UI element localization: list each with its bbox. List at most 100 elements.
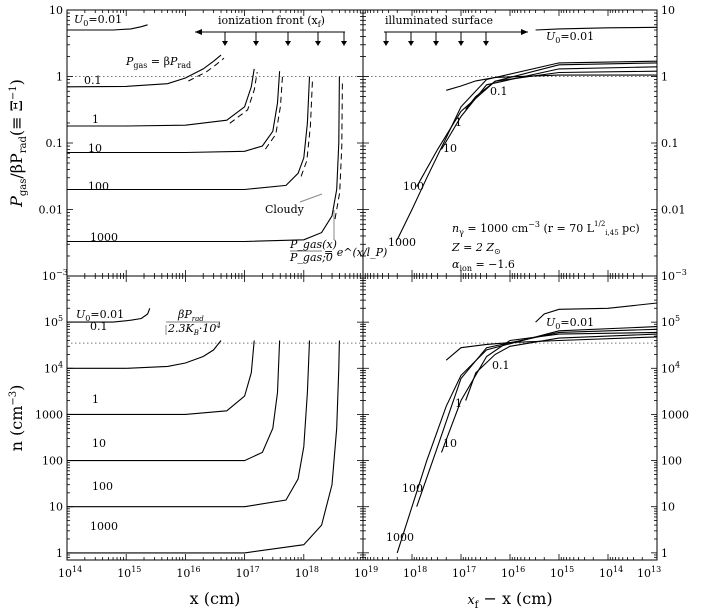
- series-line-bottom-left-1: [67, 340, 222, 369]
- x-axis-title-right: xf − x (cm): [467, 589, 552, 611]
- y-tick-label-right: 1000: [661, 408, 689, 421]
- series-line-top-right-0: [535, 26, 658, 31]
- pressure-balance-label: Pgas = βPrad: [125, 55, 191, 70]
- series-label-bottom-left-l10: 10: [92, 437, 106, 450]
- y-tick-label: 104: [44, 360, 63, 375]
- u0-label-top-right: U0=0.01: [546, 30, 594, 45]
- exp-label-den: P_gas;0: [289, 251, 333, 264]
- data-curves: [66, 24, 658, 554]
- series-line-bottom-right-1: [445, 336, 658, 361]
- series-label-bottom-left-l01: 0.1: [90, 320, 108, 333]
- illuminated-surface-arrowhead: [521, 29, 528, 35]
- series-line-bottom-left-3: [67, 340, 281, 462]
- series-label-bottom-left-l1000: 1000: [90, 520, 118, 533]
- illuminated-surface-arrowtip: [433, 41, 439, 46]
- ionization-front-arrowtip: [222, 41, 228, 46]
- series-label-top-left-l1: 1: [92, 113, 99, 126]
- x-tick-label: 1017: [236, 565, 260, 580]
- series-label-top-left-l100: 100: [88, 180, 109, 193]
- y-tick-label: 0.1: [46, 137, 64, 150]
- cloudy-pointer: [299, 193, 323, 203]
- x-tick-label: 1018: [295, 565, 319, 580]
- y-tick-label-right: 104: [661, 360, 680, 375]
- series-label-bottom-left-l100: 100: [92, 480, 113, 493]
- series-line-top-left-4: [67, 76, 311, 191]
- dashed-model-line-3: [300, 79, 313, 177]
- ionization-front-arrowtip: [341, 41, 347, 46]
- y-axis-title-bottom: n (cm−3): [7, 385, 26, 452]
- y-tick-label: 0.01: [39, 204, 64, 217]
- series-label-top-right-l1000: 1000: [388, 236, 416, 249]
- x-tick-label: 1016: [176, 565, 200, 580]
- threshold-fraction-den: 2.3KB·104: [167, 322, 221, 337]
- y-tick-label-right: 0.1: [661, 137, 679, 150]
- series-label-bottom-right-l1: 1: [455, 397, 462, 410]
- series-line-top-right-5: [396, 60, 658, 241]
- x-tick-label: 1014: [599, 565, 623, 580]
- dashed-model-line-1: [229, 71, 258, 124]
- axis-ticks: [66, 9, 658, 561]
- x-tick-label: 1013: [637, 565, 661, 580]
- y-tick-label: 100: [42, 455, 63, 468]
- u0-label-top-left: U0=0.01: [74, 13, 122, 28]
- y-tick-label: 105: [44, 314, 63, 329]
- y-tick-label-right: 10: [661, 4, 675, 17]
- series-label-top-right-l01: 0.1: [490, 85, 508, 98]
- param-metallicity: Z = 2 Z⊙: [451, 241, 501, 256]
- x-tick-label: 1016: [501, 565, 525, 580]
- series-line-top-left-1: [66, 54, 222, 88]
- series-line-top-left-0: [67, 24, 148, 31]
- series-line-bottom-right-3: [440, 331, 658, 453]
- ionization-front-arrowtip: [253, 41, 259, 46]
- y-tick-label: 10: [49, 4, 63, 17]
- dashed-model-line-4: [334, 79, 343, 220]
- reference-lines: [67, 76, 657, 344]
- y-tick-label: 10: [49, 501, 63, 514]
- axis-titles: x (cm) xf − x (cm) Pgas/βPrad(≡ Ξ−1) n (cm−…: [7, 79, 553, 611]
- series-line-top-left-5: [67, 76, 340, 243]
- param-ngamma: nγ = 1000 cm−3 (r = 70 L1/2i,45 pc): [452, 220, 640, 237]
- illuminated-surface-arrowtip: [483, 41, 489, 46]
- y-tick-label-min: 10−3: [42, 268, 68, 283]
- illuminated-surface-arrowtip: [408, 41, 414, 46]
- series-line-bottom-left-0: [67, 308, 151, 323]
- y-tick-label-right: 10: [661, 501, 675, 514]
- y-tick-label-min-right: 10−3: [661, 268, 687, 283]
- cloudy-label: Cloudy: [265, 203, 305, 216]
- panel-frame-bottom-right: [362, 275, 658, 561]
- series-label-top-left-l10: 10: [88, 142, 102, 155]
- x-tick-label: 1014: [58, 565, 82, 580]
- ionization-front-arrowhead: [195, 29, 202, 35]
- threshold-fraction-num: βPrad: [177, 308, 204, 323]
- x-tick-label: 1015: [550, 565, 574, 580]
- exp-label-num: P_gas(x): [289, 238, 337, 251]
- tick-labels: 10 10 1 1 0.1 0.1 0.01 0.01 10−3 10−3 105 105 104 104…: [35, 4, 689, 580]
- series-label-bottom-right-l100: 100: [402, 482, 423, 495]
- ionization-front-label: ionization front (xf): [218, 14, 325, 29]
- x-tick-label: 1018: [403, 565, 427, 580]
- series-line-top-right-1: [446, 74, 657, 91]
- y-tick-label: 1000: [35, 408, 63, 421]
- x-tick-label: 1015: [117, 565, 141, 580]
- illuminated-surface-arrowtip: [458, 41, 464, 46]
- ionization-front-arrowtip: [285, 41, 291, 46]
- series-label-top-right-l10: 10: [443, 142, 457, 155]
- y-tick-label-right: 100: [661, 455, 682, 468]
- y-tick-label-right: 1: [661, 71, 668, 84]
- dashed-model-line-0: [188, 57, 225, 82]
- panel-frames: [66, 9, 658, 561]
- y-tick-label-right: 105: [661, 314, 680, 329]
- series-label-top-left-l1000: 1000: [90, 231, 118, 244]
- series-label-bottom-right-l1000: 1000: [386, 531, 414, 544]
- y-tick-label-right: 0.01: [661, 204, 686, 217]
- u0-label-bottom-left: U0=0.01: [76, 308, 124, 323]
- series-line-bottom-left-2: [67, 340, 255, 415]
- illuminated-surface-arrowtip: [383, 41, 389, 46]
- x-tick-label: 1019: [354, 565, 378, 580]
- series-line-top-left-2: [67, 68, 255, 127]
- y-axis-title-top: Pgas/βPrad(≡ Ξ−1): [7, 79, 29, 208]
- param-alpha: αion = −1.6: [452, 258, 515, 273]
- series-label-bottom-left-l1: 1: [92, 393, 99, 406]
- u0-label-bottom-right: U0=0.01: [546, 316, 594, 331]
- x-tick-label: 1017: [452, 565, 476, 580]
